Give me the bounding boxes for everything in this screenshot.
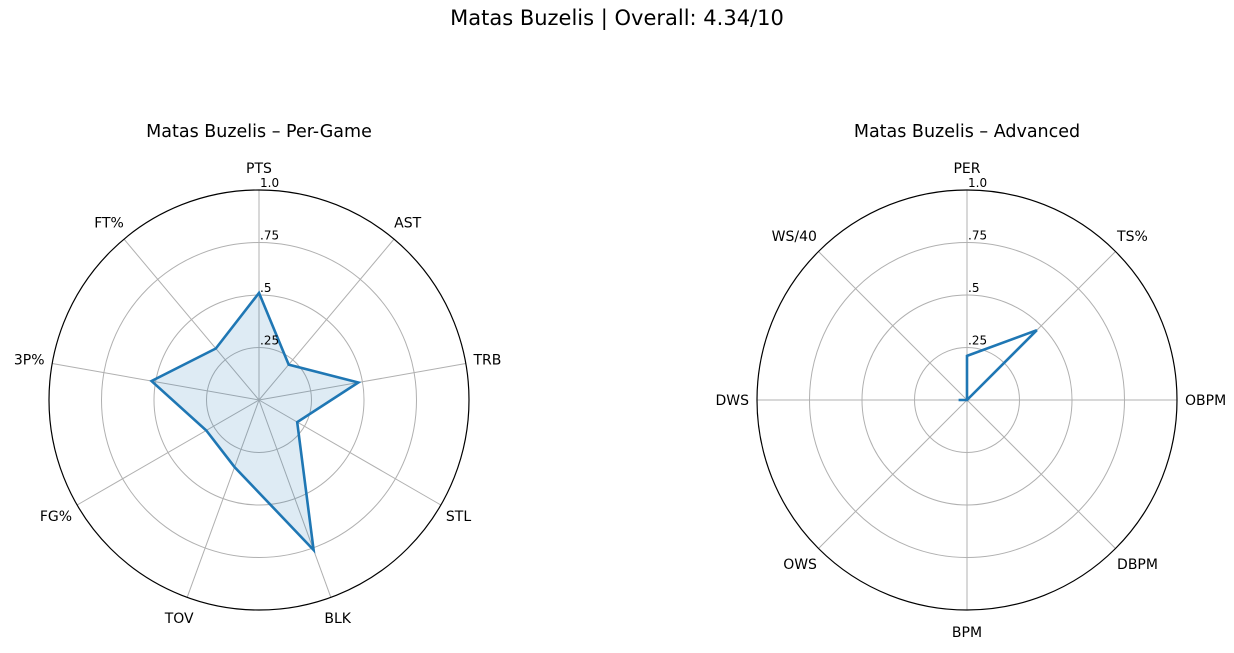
grid-spoke (258, 399, 442, 506)
axis-label-ast: AST (394, 215, 421, 231)
grid-spoke (52, 363, 260, 401)
grid-spoke (818, 251, 968, 401)
axis-label-dws: DWS (715, 393, 749, 409)
axis-label-ft-pct: FT% (94, 215, 124, 231)
polar-frame (756, 189, 1178, 611)
grid-spoke (258, 399, 332, 598)
axis-label-3p-pct: 3P% (14, 353, 45, 369)
axis-label-tov: TOV (164, 611, 194, 627)
axis-label-obpm: OBPM (1185, 393, 1226, 409)
axis-label-per: PER (953, 161, 980, 177)
grid-spoke (258, 238, 395, 401)
r-tick-label: .25 (260, 334, 279, 348)
r-tick-label: .5 (968, 281, 979, 295)
r-tick-label: .75 (260, 229, 279, 243)
grid-spoke (818, 399, 968, 549)
grid-spoke (76, 399, 260, 506)
axis-label-trb: TRB (472, 353, 501, 369)
series-line (149, 290, 362, 554)
axis-label-dbpm: DBPM (1117, 557, 1158, 573)
series-line (958, 328, 1038, 402)
chart-title: Matas Buzelis – Per-Game (146, 122, 372, 142)
r-tick-label: 1.0 (260, 176, 279, 190)
grid-spoke (966, 399, 1116, 549)
series-fill (151, 292, 359, 550)
axis-label-blk: BLK (324, 611, 351, 627)
axis-label-bpm: BPM (952, 625, 982, 641)
r-tick-label: .75 (968, 229, 987, 243)
axis-label-stl: STL (446, 509, 471, 525)
chart-title: Matas Buzelis – Advanced (854, 122, 1080, 142)
axis-label-ts-pct: TS% (1116, 229, 1148, 245)
grid-spoke (258, 363, 466, 401)
r-tick-label: .5 (260, 281, 271, 295)
figure-title: Matas Buzelis | Overall: 4.34/10 (450, 6, 784, 30)
axis-label-ows: OWS (783, 557, 817, 573)
r-tick-label: .25 (968, 334, 987, 348)
polar-frame (48, 189, 470, 611)
axis-label-fg-pct: FG% (40, 509, 72, 525)
axis-label-ws-40: WS/40 (772, 229, 817, 245)
grid-spoke (123, 238, 260, 401)
grid-spoke (186, 399, 260, 598)
r-tick-label: 1.0 (968, 176, 987, 190)
axis-label-pts: PTS (246, 161, 272, 177)
